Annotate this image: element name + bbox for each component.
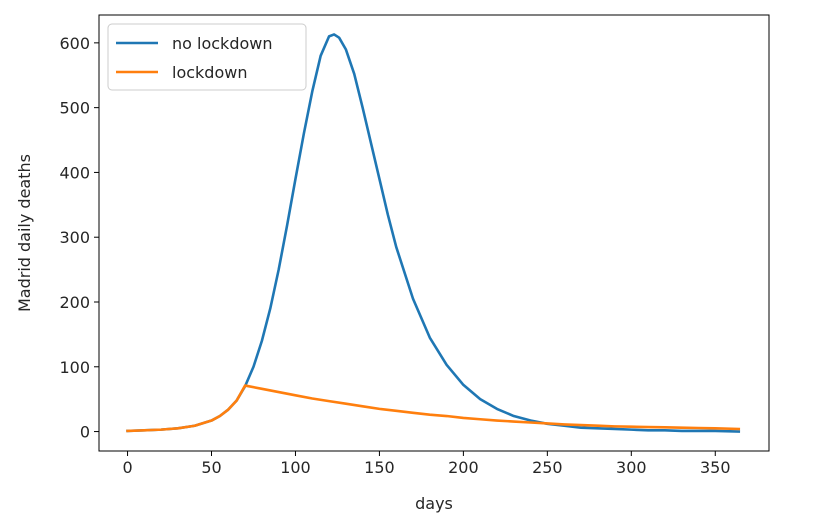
x-tick-label: 50 — [201, 458, 221, 477]
y-axis: 0 100 200 300 400 500 600 — [59, 34, 99, 442]
x-tick-label: 300 — [616, 458, 647, 477]
x-tick-label: 150 — [364, 458, 395, 477]
y-tick-label: 400 — [59, 163, 90, 182]
x-tick-label: 250 — [532, 458, 563, 477]
y-tick-label: 200 — [59, 293, 90, 312]
legend-label-2: lockdown — [172, 63, 247, 82]
legend-box — [107, 23, 307, 91]
y-axis-title: Madrid daily deaths — [15, 154, 34, 312]
series-line-1 — [126, 33, 741, 433]
x-axis-title: days — [415, 494, 453, 513]
y-tick-label: 0 — [80, 423, 90, 442]
y-tick-label: 500 — [59, 99, 90, 118]
series-layer — [126, 33, 741, 433]
x-tick-label: 350 — [700, 458, 731, 477]
x-tick-label: 0 — [122, 458, 132, 477]
legend-label-1: no lockdown — [172, 34, 272, 53]
series-line-2 — [126, 384, 741, 433]
x-tick-label: 200 — [448, 458, 479, 477]
x-tick-label: 100 — [280, 458, 311, 477]
y-tick-label: 100 — [59, 358, 90, 377]
plot-frame — [98, 14, 770, 452]
y-tick-label: 600 — [59, 34, 90, 53]
legend: no lockdown lockdown — [107, 23, 307, 91]
y-tick-label: 300 — [59, 228, 90, 247]
x-axis: 0 50 100 150 200 250 300 350 — [122, 451, 731, 477]
